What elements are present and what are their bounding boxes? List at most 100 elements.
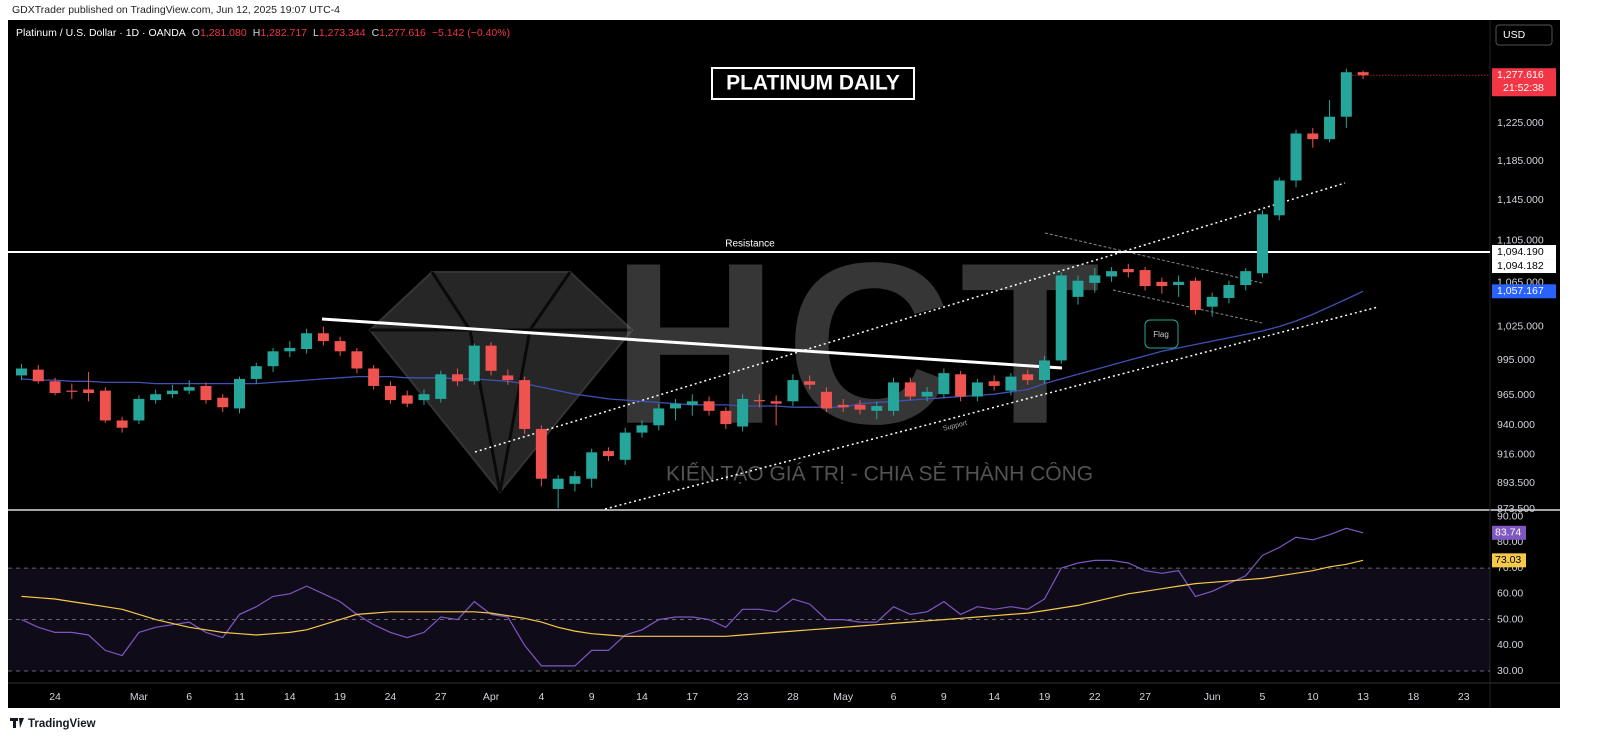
candle-body <box>250 366 262 379</box>
ohlc-key: C <box>372 27 380 39</box>
candle-body <box>703 401 715 411</box>
candle-body <box>1122 269 1134 273</box>
price-tag-label: 1,094.182 <box>1497 260 1544 272</box>
candle-body <box>1324 116 1336 140</box>
rsi-line <box>21 527 1364 667</box>
candle-body <box>485 345 497 371</box>
candle-body <box>921 391 933 397</box>
candle-body <box>334 341 346 352</box>
price-tag <box>1492 284 1556 299</box>
candle-body <box>1223 285 1235 298</box>
candle-body <box>753 400 765 402</box>
candle-body <box>519 380 531 429</box>
y-tick-label: 1,025.000 <box>1497 320 1544 332</box>
ohlc-group: O1,281.080 H1,282.717 L1,273.344 C1,277.616… <box>192 27 510 39</box>
ohlc-key: H <box>253 27 261 39</box>
candle-body <box>418 394 430 401</box>
x-tick-label: 13 <box>1357 691 1369 703</box>
candle-body <box>66 390 78 392</box>
candle-body <box>804 381 816 385</box>
candle-body <box>1273 180 1285 216</box>
symbol-legend: Platinum / U.S. Dollar · 1D · OANDA O1,28… <box>16 27 510 39</box>
rsi-tick-label: 90.00 <box>1497 510 1523 522</box>
candle-body <box>301 333 313 350</box>
candle-body <box>452 374 464 382</box>
price-tag-label: 1,277.616 <box>1497 69 1544 81</box>
candle-body <box>351 351 363 369</box>
x-tick-label: 22 <box>1089 691 1101 703</box>
candle-body <box>502 375 514 381</box>
rsi-tick-label: 40.00 <box>1497 639 1523 651</box>
candle-body <box>1206 296 1218 307</box>
candle-body <box>971 382 983 397</box>
flag-upper <box>1044 232 1263 284</box>
rsi-tick-label: 50.00 <box>1497 613 1523 625</box>
y-tick-label: 916.000 <box>1497 449 1535 461</box>
y-tick-label: 893.500 <box>1497 477 1535 489</box>
x-tick-label: 14 <box>636 691 648 703</box>
candle-body <box>686 401 698 405</box>
rsi-tick-label: 30.00 <box>1497 665 1523 677</box>
x-tick-label: Mar <box>130 691 149 703</box>
candle-body <box>871 406 883 411</box>
candle-body <box>955 374 967 397</box>
x-tick-label: 23 <box>737 691 749 703</box>
rsi-tag-label: 83.74 <box>1495 527 1521 539</box>
candle-body <box>1307 133 1319 140</box>
ohlc-key: O <box>192 27 200 39</box>
y-tick-label: 1,105.000 <box>1497 235 1544 247</box>
candle-body <box>435 374 447 399</box>
x-tick-label: 23 <box>1458 691 1470 703</box>
y-tick-label: 940.000 <box>1497 419 1535 431</box>
candle-body <box>1089 275 1101 283</box>
candle-body <box>234 378 246 409</box>
flag-label: Flag <box>1153 330 1169 339</box>
candle-body <box>1340 72 1352 117</box>
candle-body <box>837 404 849 408</box>
x-tick-label: 14 <box>988 691 1000 703</box>
price-tag <box>1492 68 1556 97</box>
rsi-tag-label: 73.03 <box>1495 554 1521 566</box>
y-tick-label: 873.500 <box>1497 503 1535 515</box>
candle-body <box>670 403 682 409</box>
candle-body <box>1055 275 1067 361</box>
candle-body <box>787 380 799 402</box>
candle-body <box>569 476 581 484</box>
candle-body <box>1106 271 1118 277</box>
y-tick-label: 965.000 <box>1497 389 1535 401</box>
candle-body <box>904 382 916 397</box>
candle-body <box>384 385 396 401</box>
x-tick-label: 27 <box>1139 691 1151 703</box>
candle-body <box>854 404 866 410</box>
currency-box <box>1495 24 1553 46</box>
ohlc-value: 1,281.080 <box>200 27 247 39</box>
candle-body <box>1072 280 1084 297</box>
candle-body <box>16 368 27 376</box>
candle-body <box>1173 281 1185 286</box>
channel-lower <box>604 306 1379 510</box>
x-tick-label: 4 <box>538 691 544 703</box>
x-tick-label: 6 <box>891 691 897 703</box>
candle-body <box>535 428 547 479</box>
ohlc-value: 1,273.344 <box>319 27 366 39</box>
x-tick-label: 10 <box>1307 691 1319 703</box>
candle-body <box>619 432 631 460</box>
watermark-slogan: KIẾN TẠO GIÁ TRỊ - CHIA SẺ THÀNH CÔNG <box>666 463 1093 486</box>
candle-body <box>938 373 950 395</box>
channel-upper <box>474 182 1346 453</box>
candle-body <box>1038 360 1050 381</box>
candle-body <box>636 425 648 433</box>
candle-body <box>1290 133 1302 181</box>
x-tick-label: 5 <box>1260 691 1266 703</box>
candle-body <box>83 389 95 393</box>
candle-body <box>32 369 44 382</box>
x-tick-label: Jun <box>1204 691 1221 703</box>
x-tick-label: 19 <box>1039 691 1051 703</box>
y-tick-label: 1,145.000 <box>1497 194 1544 206</box>
footer: TradingView <box>28 718 96 730</box>
candle-body <box>602 451 614 457</box>
candle-body <box>401 395 413 404</box>
candle-body <box>1156 281 1168 287</box>
candle-body <box>200 385 212 401</box>
candle-body <box>217 397 229 408</box>
